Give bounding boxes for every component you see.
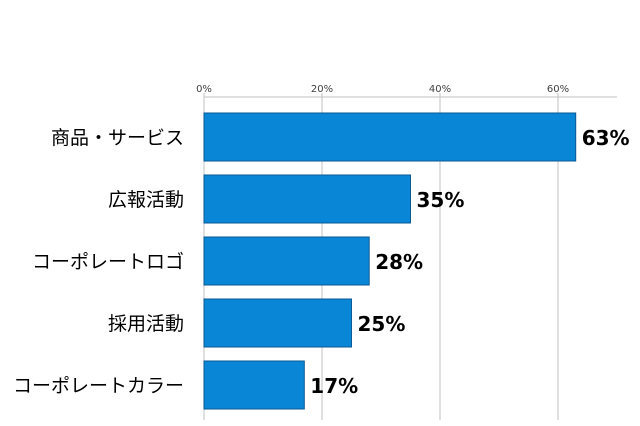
bar <box>203 360 305 410</box>
category-label: 広報活動 <box>108 189 184 211</box>
x-tick-label: 60% <box>547 84 569 95</box>
data-label: 25% <box>358 312 406 336</box>
data-label: 35% <box>417 188 465 212</box>
bar <box>203 112 577 162</box>
category-label: コーポレートカラー <box>13 375 184 397</box>
data-labels: 63% 35% 28% 25% 17% <box>310 126 629 398</box>
x-axis-ticks: 0% 20% 40% 60% <box>196 84 569 97</box>
x-tick-label: 20% <box>311 84 333 95</box>
x-tick-label: 0% <box>196 84 212 95</box>
data-label: 63% <box>582 126 630 150</box>
category-label: 商品・サービス <box>51 127 184 149</box>
category-label: 採用活動 <box>108 313 184 335</box>
x-tick-label: 40% <box>429 84 451 95</box>
data-label: 28% <box>375 250 423 274</box>
data-label: 17% <box>310 374 358 398</box>
bar <box>203 236 370 286</box>
bar <box>203 174 411 224</box>
bars <box>203 112 577 410</box>
bar <box>203 298 352 348</box>
category-label: コーポレートロゴ <box>32 251 184 273</box>
